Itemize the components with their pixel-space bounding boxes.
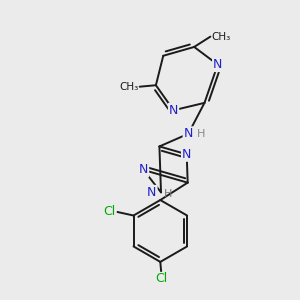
Text: CH₃: CH₃ (212, 32, 231, 42)
Text: N: N (139, 164, 148, 176)
Text: N: N (147, 186, 157, 199)
Text: H: H (196, 129, 205, 139)
Text: N: N (213, 58, 222, 71)
Text: H: H (164, 189, 172, 199)
Text: N: N (169, 104, 178, 117)
Text: CH₃: CH₃ (119, 82, 138, 92)
Text: Cl: Cl (103, 206, 116, 218)
Text: N: N (184, 127, 193, 140)
Text: N: N (182, 148, 191, 161)
Text: Cl: Cl (156, 272, 168, 286)
